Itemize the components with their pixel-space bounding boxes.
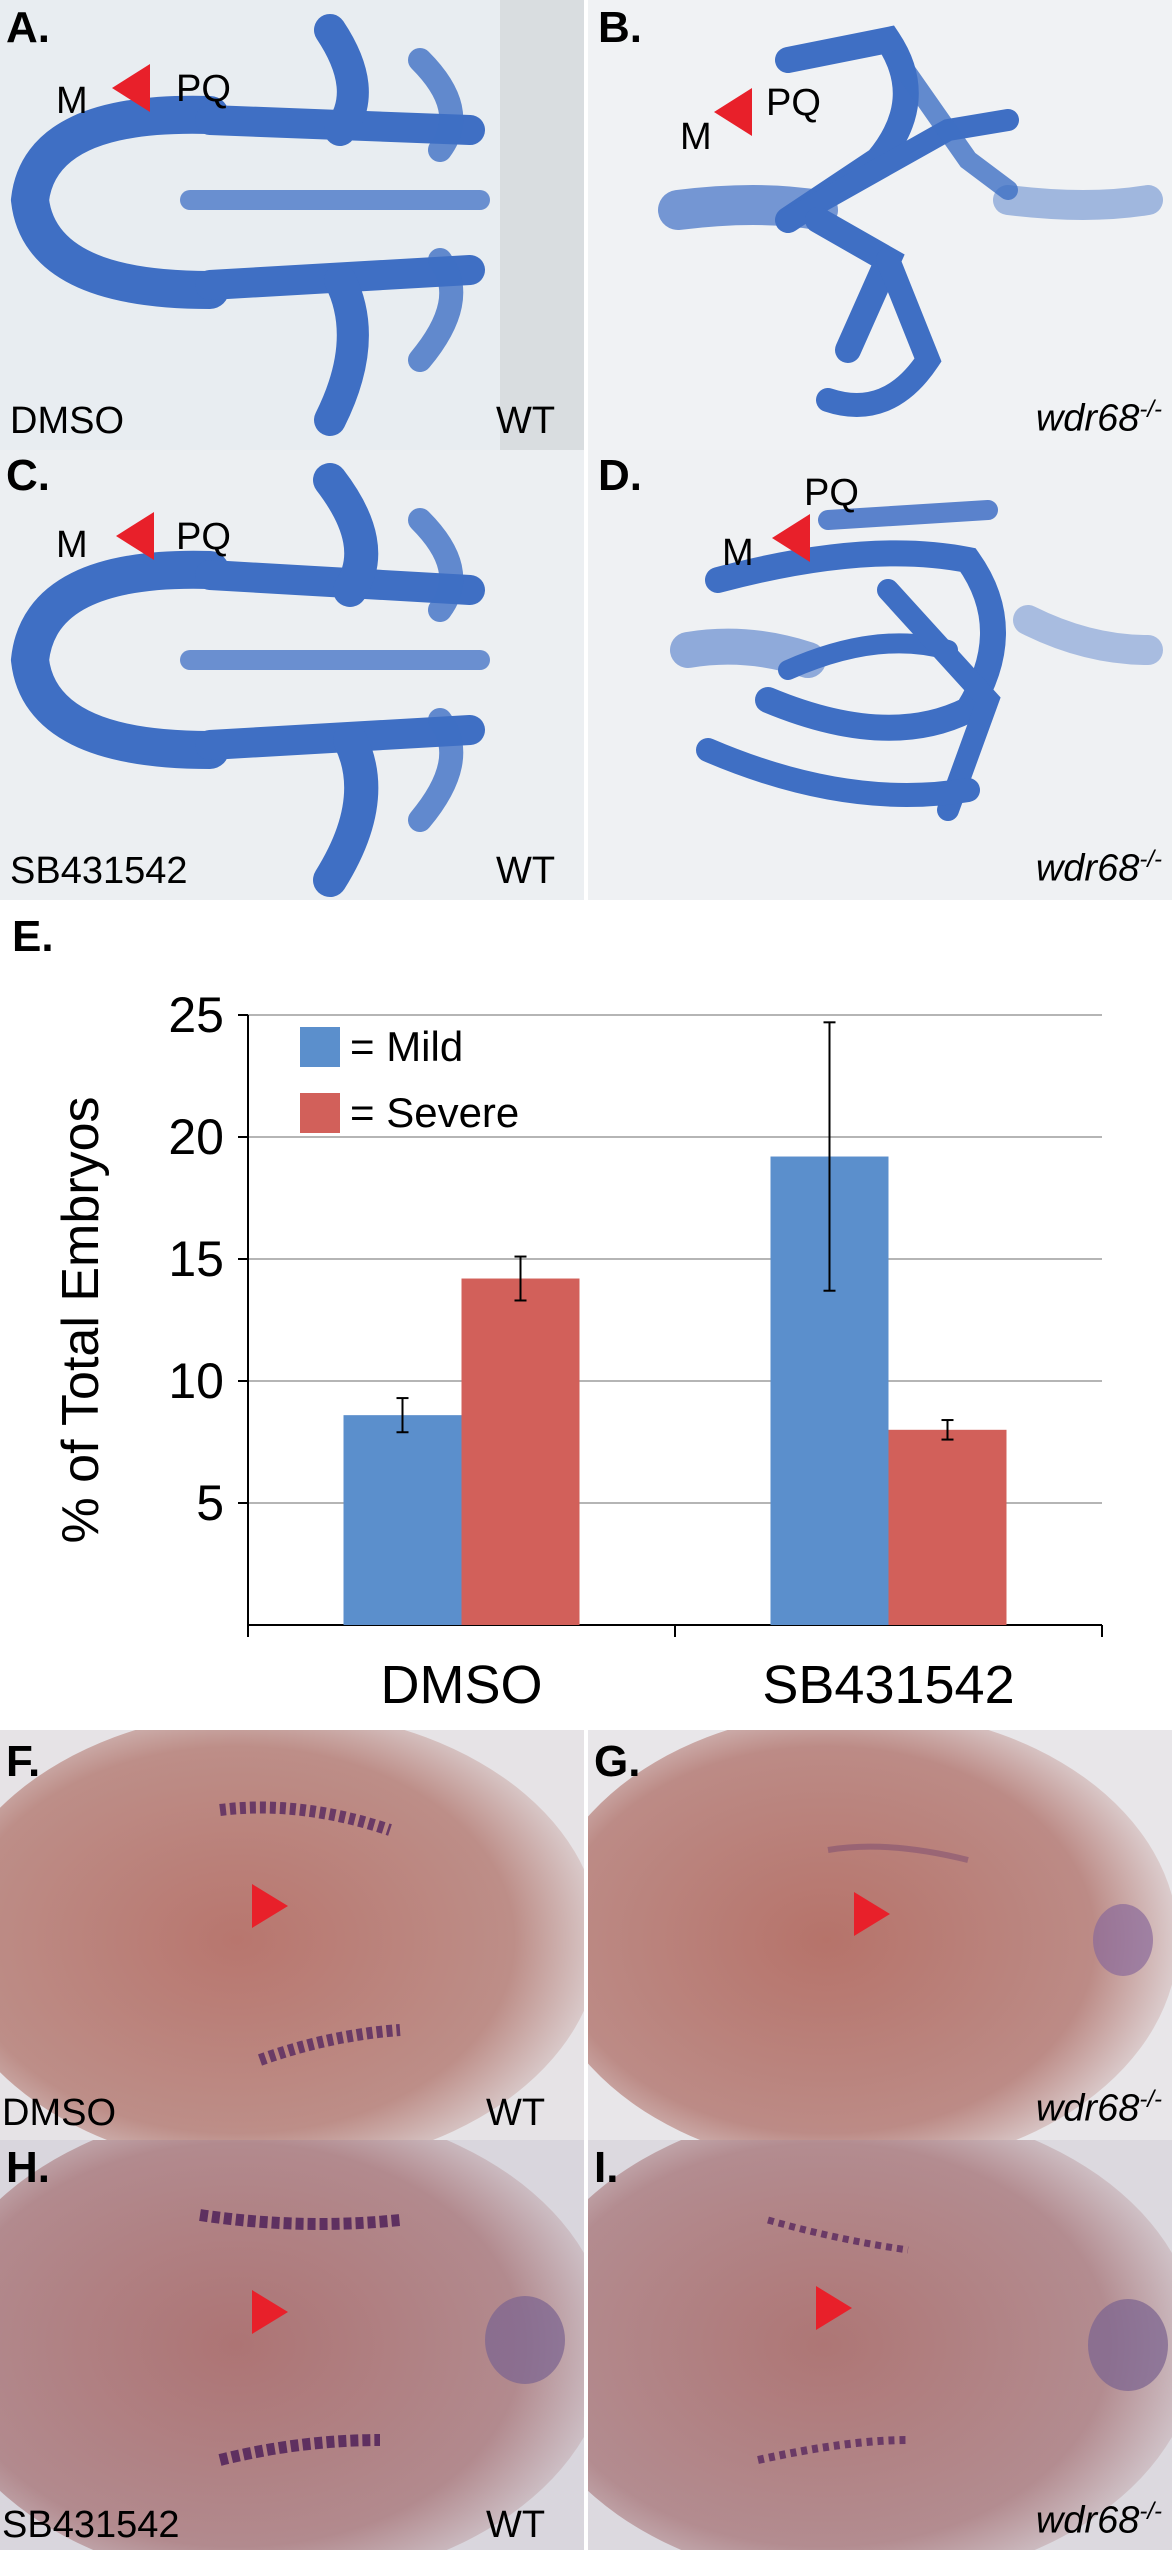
- in-situ-image-h: [0, 2140, 584, 2550]
- panel-letter: F.: [6, 1737, 41, 1786]
- m-label: M: [56, 524, 88, 566]
- panel-c: C. M PQ SB431542 WT: [0, 450, 584, 900]
- panel-b: B. M PQ wdr68-/-: [588, 0, 1172, 450]
- cartilage-image-a: [0, 0, 584, 450]
- genotype-label: wdr68-/-: [1036, 848, 1162, 888]
- bar-dmso-1: [461, 1278, 580, 1625]
- cartilage-image-d: [588, 450, 1172, 900]
- panel-a: A. M PQ DMSO WT: [0, 0, 584, 450]
- pq-label: PQ: [804, 472, 859, 514]
- red-arrowhead-icon: [112, 64, 150, 112]
- genotype-superscript: -/-: [1139, 396, 1162, 423]
- red-arrowhead-icon: [714, 88, 752, 136]
- panel-e: E. 5 10 15 20 25 DMSO SB431542 % of Total Embry…: [0, 905, 1172, 1725]
- treatment-label: SB431542: [2, 2504, 180, 2546]
- y-tick-label: 5: [196, 1475, 224, 1531]
- genotype-label: WT: [486, 2092, 546, 2134]
- bar-dmso-0: [343, 1415, 462, 1625]
- genotype-label: WT: [496, 400, 556, 442]
- x-category-label: SB431542: [762, 1655, 1014, 1705]
- pq-label: PQ: [766, 82, 821, 124]
- panel-letter: D.: [598, 451, 642, 500]
- panel-letter: G.: [594, 1737, 641, 1786]
- bar-chart: 5 10 15 20 25 DMSO SB431542 % of Total Embryos =…: [52, 987, 1103, 1705]
- genotype-superscript: -/-: [1139, 846, 1162, 873]
- red-arrowhead-icon: [772, 514, 810, 562]
- treatment-label: DMSO: [10, 400, 124, 442]
- legend-label: = Severe: [350, 1089, 519, 1136]
- y-tick-label: 10: [168, 1353, 224, 1409]
- cartilage-image-c: [0, 450, 584, 900]
- in-situ-image-f: [0, 1730, 584, 2140]
- red-arrowhead-icon: [252, 2290, 288, 2334]
- panel-letter: H.: [6, 2143, 50, 2192]
- bar-sb431542-1: [888, 1429, 1007, 1625]
- panel-letter: A.: [6, 3, 50, 52]
- legend-swatch: [300, 1027, 340, 1067]
- genotype-text: wdr68: [1035, 397, 1140, 440]
- y-tick-label: 20: [168, 1109, 224, 1165]
- x-category-label: DMSO: [381, 1655, 543, 1705]
- y-axis-label: % of Total Embryos: [52, 1096, 110, 1543]
- red-arrowhead-icon: [116, 512, 154, 560]
- panel-letter: I.: [594, 2143, 619, 2192]
- red-arrowhead-icon: [252, 1884, 288, 1928]
- genotype-superscript: -/-: [1139, 2086, 1162, 2113]
- m-label: M: [680, 116, 712, 158]
- genotype-text: wdr68: [1035, 2087, 1140, 2130]
- legend-label: = Mild: [350, 1023, 463, 1070]
- panel-f: F. DMSO WT: [0, 1730, 584, 2140]
- genotype-superscript: -/-: [1139, 2498, 1162, 2525]
- cartilage-image-b: [588, 0, 1172, 450]
- legend-swatch: [300, 1093, 340, 1133]
- panel-letter: C.: [6, 451, 50, 500]
- treatment-label: SB431542: [10, 850, 188, 892]
- genotype-label: wdr68-/-: [1036, 2500, 1162, 2540]
- genotype-text: wdr68: [1035, 2499, 1140, 2542]
- pq-label: PQ: [176, 68, 231, 110]
- panel-letter: E.: [12, 912, 54, 961]
- treatment-label: DMSO: [2, 2092, 116, 2134]
- red-arrowhead-icon: [816, 2286, 852, 2330]
- in-situ-image-i: [588, 2140, 1172, 2550]
- genotype-label: wdr68-/-: [1036, 2088, 1162, 2128]
- panel-g: G. wdr68-/-: [588, 1730, 1172, 2140]
- m-label: M: [722, 532, 754, 574]
- red-arrowhead-icon: [854, 1892, 890, 1936]
- pq-label: PQ: [176, 516, 231, 558]
- y-tick-label: 25: [168, 987, 224, 1043]
- genotype-label: wdr68-/-: [1036, 398, 1162, 438]
- genotype-text: wdr68: [1035, 847, 1140, 890]
- m-label: M: [56, 80, 88, 122]
- panel-letter: B.: [598, 3, 642, 52]
- panel-h: H. SB431542 WT: [0, 2140, 584, 2550]
- genotype-label: WT: [486, 2504, 546, 2546]
- panel-d: D. M PQ wdr68-/-: [588, 450, 1172, 900]
- genotype-label: WT: [496, 850, 556, 892]
- y-tick-label: 15: [168, 1231, 224, 1287]
- panel-i: I. wdr68-/-: [588, 2140, 1172, 2550]
